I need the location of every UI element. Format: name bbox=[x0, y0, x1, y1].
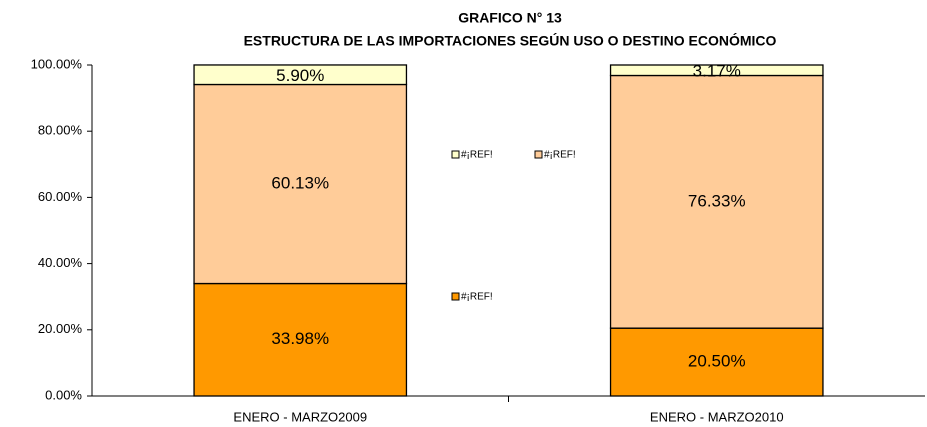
legend-swatch bbox=[451, 150, 460, 159]
value-label: 5.90% bbox=[276, 66, 324, 85]
value-label: 3.17% bbox=[693, 62, 741, 81]
y-tick-label: 20.00% bbox=[38, 321, 83, 336]
value-label: 20.50% bbox=[688, 352, 746, 371]
x-tick-label: ENERO - MARZO2010 bbox=[650, 409, 784, 424]
legend-label: #¡REF! bbox=[544, 150, 576, 161]
legend-label: #¡REF! bbox=[461, 292, 493, 303]
bar-segment bbox=[193, 64, 408, 86]
value-label: 60.13% bbox=[271, 173, 329, 192]
y-tick-label: 60.00% bbox=[38, 189, 83, 204]
value-label: 33.98% bbox=[271, 329, 329, 348]
legend-swatch bbox=[451, 292, 460, 301]
bar-segment bbox=[193, 83, 408, 285]
bar-segment bbox=[609, 74, 824, 329]
bar-segment bbox=[609, 64, 824, 77]
legend-swatch bbox=[534, 150, 543, 159]
y-tick-label: 100.00% bbox=[31, 56, 83, 71]
y-tick-label: 40.00% bbox=[38, 255, 83, 270]
legend-label: #¡REF! bbox=[461, 150, 493, 161]
chart-subtitle: ESTRUCTURA DE LAS IMPORTACIONES SEGÚN US… bbox=[244, 32, 777, 49]
chart-title: GRAFICO N° 13 bbox=[458, 10, 562, 26]
value-label: 76.33% bbox=[688, 191, 746, 210]
y-tick-label: 0.00% bbox=[45, 387, 82, 402]
x-tick-label: ENERO - MARZO2009 bbox=[233, 409, 367, 424]
y-tick-label: 80.00% bbox=[38, 123, 83, 138]
